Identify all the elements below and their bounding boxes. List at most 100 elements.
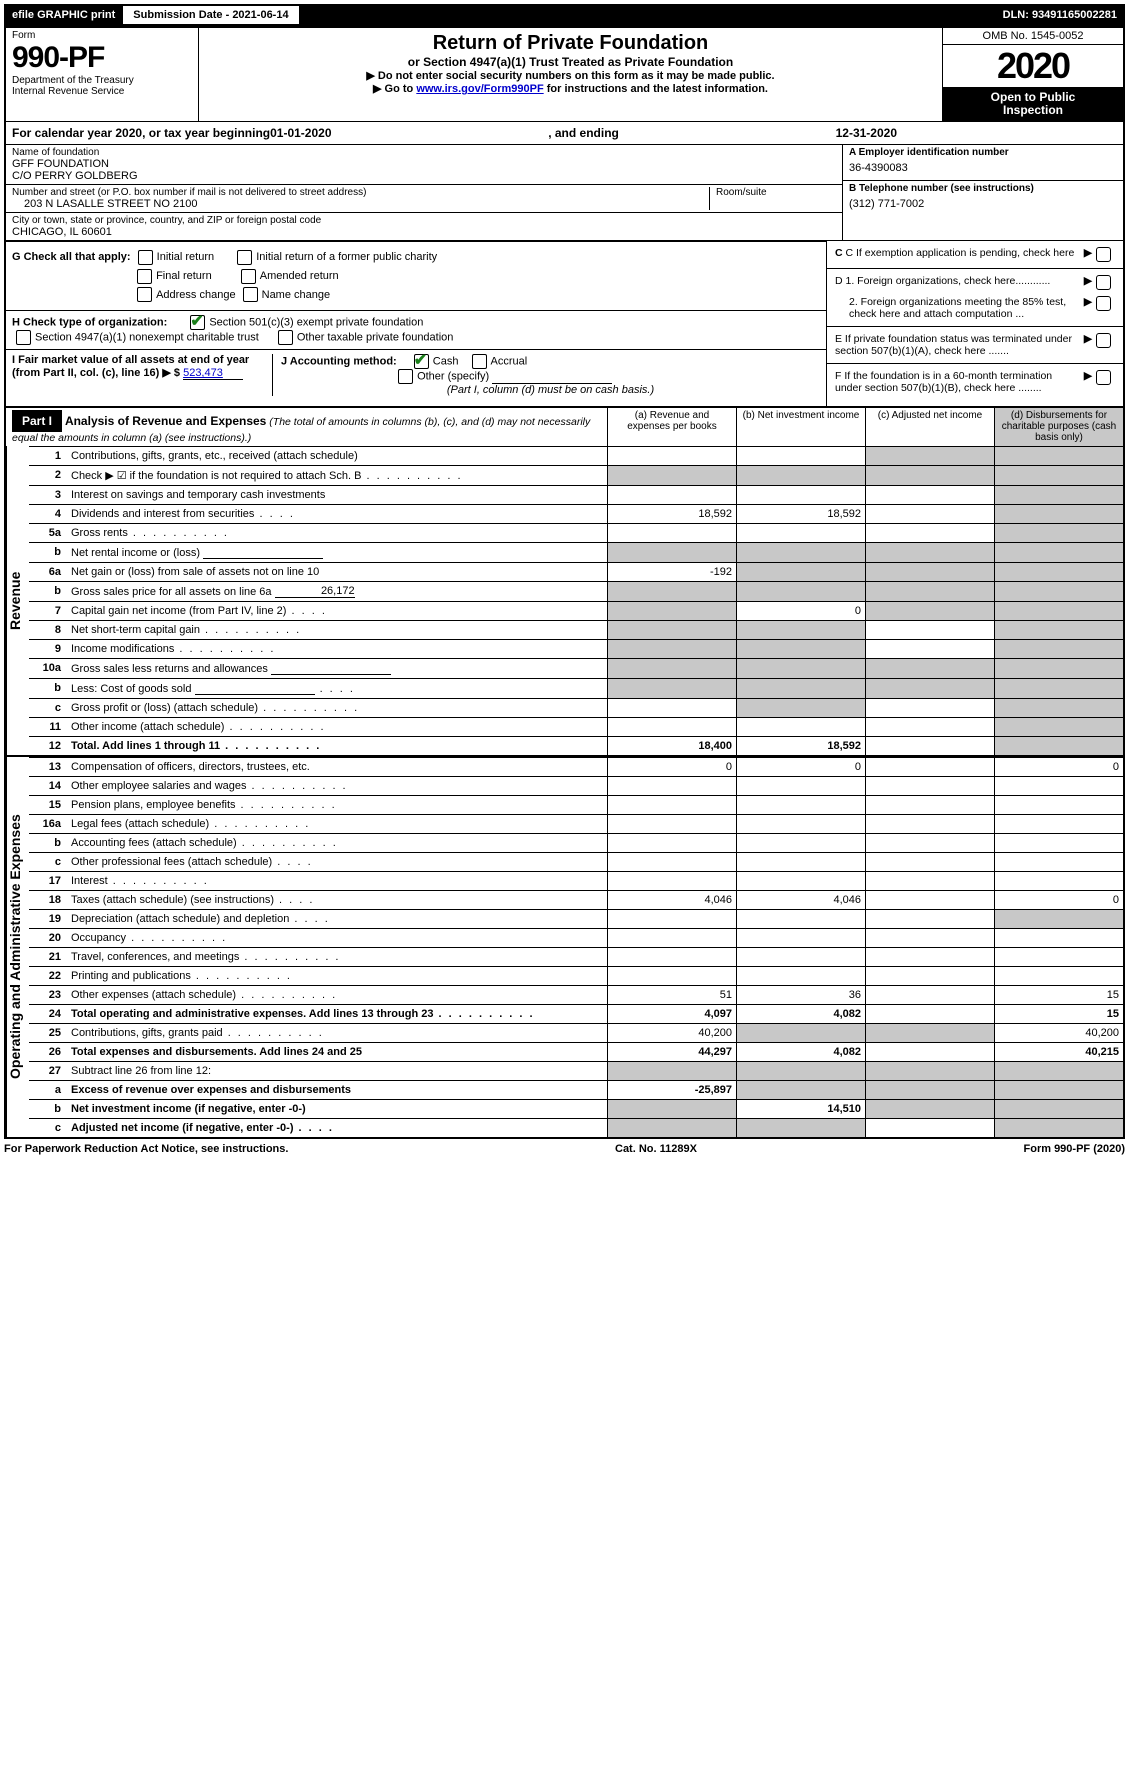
revenue-side-label: Revenue <box>6 446 29 755</box>
check-501c3[interactable] <box>190 315 205 330</box>
value-cell <box>608 466 737 486</box>
value-cell <box>995 796 1124 815</box>
row-description: Net rental income or (loss) <box>67 543 608 563</box>
value-cell <box>866 872 995 891</box>
row-number: 16a <box>29 815 67 834</box>
row-description: Total. Add lines 1 through 11 <box>67 737 608 756</box>
value-cell <box>737 447 866 466</box>
check-f[interactable] <box>1096 370 1111 385</box>
value-cell: 18,592 <box>608 505 737 524</box>
value-cell: -192 <box>608 563 737 582</box>
value-cell <box>608 796 737 815</box>
check-c[interactable] <box>1096 247 1111 262</box>
check-accrual[interactable] <box>472 354 487 369</box>
value-cell <box>866 1100 995 1119</box>
value-cell <box>737 815 866 834</box>
value-cell <box>737 621 866 640</box>
col-d-header: (d) Disbursements for charitable purpose… <box>994 408 1123 446</box>
city-value: CHICAGO, IL 60601 <box>12 226 836 238</box>
year-begin: 01-01-2020 <box>270 126 331 140</box>
row-description: Gross profit or (loss) (attach schedule) <box>67 699 608 718</box>
check-e[interactable] <box>1096 333 1111 348</box>
value-cell <box>608 1100 737 1119</box>
form-word: Form <box>12 30 192 41</box>
value-cell <box>995 737 1124 756</box>
check-d2[interactable] <box>1096 296 1111 311</box>
row-number: b <box>29 679 67 699</box>
check-amended[interactable] <box>241 269 256 284</box>
row-description: Adjusted net income (if negative, enter … <box>67 1119 608 1138</box>
value-cell <box>866 910 995 929</box>
value-cell: 0 <box>737 602 866 621</box>
row-description: Contributions, gifts, grants, etc., rece… <box>67 447 608 466</box>
row-number: c <box>29 1119 67 1138</box>
row-number: 2 <box>29 466 67 486</box>
j-label: J Accounting method: <box>281 356 397 368</box>
col-c-header: (c) Adjusted net income <box>865 408 994 446</box>
row-description: Gross rents <box>67 524 608 543</box>
check-final[interactable] <box>137 269 152 284</box>
check-other-taxable[interactable] <box>278 330 293 345</box>
value-cell <box>866 891 995 910</box>
row-description: Capital gain net income (from Part IV, l… <box>67 602 608 621</box>
info-grid: Name of foundation GFF FOUNDATION C/O PE… <box>6 144 1123 240</box>
value-cell <box>866 758 995 777</box>
e-label: E If private foundation status was termi… <box>835 333 1084 357</box>
value-cell <box>866 621 995 640</box>
row-description: Net short-term capital gain <box>67 621 608 640</box>
check-4947[interactable] <box>16 330 31 345</box>
value-cell <box>737 777 866 796</box>
row-description: Travel, conferences, and meetings <box>67 948 608 967</box>
expenses-section: Operating and Administrative Expenses 13… <box>6 755 1123 1137</box>
value-cell <box>608 872 737 891</box>
value-cell <box>995 910 1124 929</box>
check-initial-former[interactable] <box>237 250 252 265</box>
value-cell <box>995 967 1124 986</box>
value-cell <box>608 543 737 563</box>
check-d1[interactable] <box>1096 275 1111 290</box>
row-number: 9 <box>29 640 67 659</box>
value-cell <box>608 853 737 872</box>
fmv-value[interactable]: 523,473 <box>183 367 243 380</box>
check-address[interactable] <box>137 287 152 302</box>
row-number: 25 <box>29 1024 67 1043</box>
row-number: a <box>29 1081 67 1100</box>
check-initial[interactable] <box>138 250 153 265</box>
row-description: Total operating and administrative expen… <box>67 1005 608 1024</box>
check-cash[interactable] <box>414 354 429 369</box>
row-description: Other professional fees (attach schedule… <box>67 853 608 872</box>
value-cell <box>866 834 995 853</box>
row-description: Total expenses and disbursements. Add li… <box>67 1043 608 1062</box>
value-cell <box>995 602 1124 621</box>
value-cell: 44,297 <box>608 1043 737 1062</box>
value-cell <box>737 1024 866 1043</box>
phone-value: (312) 771-7002 <box>849 194 1117 214</box>
form-header: Form 990-PF Department of the Treasury I… <box>6 28 1123 121</box>
dept-treasury: Department of the Treasury <box>12 75 192 86</box>
value-cell <box>737 948 866 967</box>
revenue-table: 1Contributions, gifts, grants, etc., rec… <box>29 446 1123 755</box>
value-cell <box>866 1062 995 1081</box>
row-description: Compensation of officers, directors, tru… <box>67 758 608 777</box>
irs-link[interactable]: www.irs.gov/Form990PF <box>416 83 543 95</box>
value-cell: 18,592 <box>737 505 866 524</box>
value-cell <box>737 1081 866 1100</box>
row-description: Contributions, gifts, grants paid <box>67 1024 608 1043</box>
check-other-method[interactable] <box>398 369 413 384</box>
value-cell <box>866 602 995 621</box>
value-cell <box>608 447 737 466</box>
value-cell <box>866 699 995 718</box>
value-cell: 36 <box>737 986 866 1005</box>
efile-label: efile GRAPHIC print <box>4 6 125 24</box>
value-cell <box>608 929 737 948</box>
submission-date: Submission Date - 2021-06-14 <box>125 6 298 24</box>
form-note-2: ▶ Go to www.irs.gov/Form990PF for instru… <box>207 82 934 95</box>
value-cell <box>995 505 1124 524</box>
row-description: Income modifications <box>67 640 608 659</box>
value-cell <box>608 777 737 796</box>
value-cell <box>737 718 866 737</box>
check-name-change[interactable] <box>243 287 258 302</box>
value-cell <box>866 815 995 834</box>
value-cell <box>608 718 737 737</box>
value-cell: -25,897 <box>608 1081 737 1100</box>
